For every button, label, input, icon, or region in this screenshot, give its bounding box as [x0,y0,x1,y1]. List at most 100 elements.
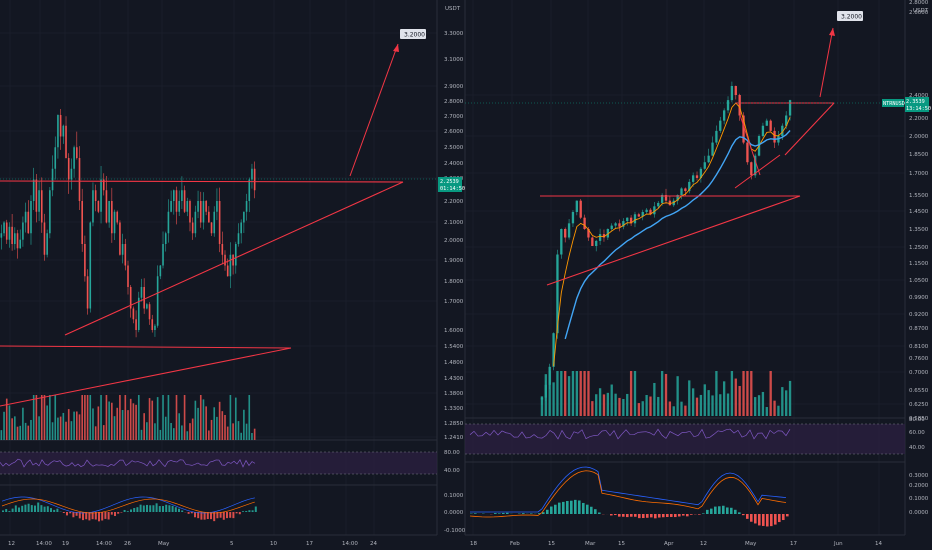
left-macd-histogram-bar [139,504,142,512]
left-candles [0,109,256,338]
right-candle-volume-bar [614,393,617,416]
left-candle-body [100,179,102,212]
right-candle-volume-bar [788,380,792,416]
left-candle-volume-bar [100,395,102,440]
left-candle-volume-bar [111,402,113,440]
left-macd-histogram-bar [117,512,120,514]
left-candle-body [237,233,240,244]
left-candle-body [108,201,110,223]
right-candle-body [637,214,641,217]
left-candle-body [24,211,27,223]
left-candle-volume-bar [27,425,30,440]
left-y-tick: 3.1000 [444,57,464,63]
left-candle-body [251,168,253,180]
right-candle-volume-bar [587,371,590,416]
left-y-tick: 2.8000 [444,99,464,105]
left-y-tick: 1.4800 [444,360,464,366]
left-candle-volume-bar [240,432,242,440]
right-candle-body [726,100,730,111]
right-candle-volume-bar [761,391,765,416]
right-candle-volume-bar [707,390,710,416]
right-macd-histogram-bar [522,513,525,514]
right-macd-histogram-bar [742,514,745,516]
left-macd-histogram-bar [107,512,110,520]
right-y-tick: 0.6250 [909,402,929,408]
left-macd-histogram-bar [206,512,209,520]
left-candle-body [49,190,51,234]
left-candle-volume-bar [116,407,119,440]
left-candle-body [210,222,213,234]
left-candle-volume-bar [108,401,110,440]
right-macd-histogram-bar [658,514,661,518]
right-macd-histogram-bar [654,514,657,519]
left-candle-volume-bar [81,395,83,440]
right-x-tick: Mar [585,541,596,547]
left-target-text: 3.2000 [404,32,425,39]
right-price-axis: 2.8000 2.6000 2.4000 2.2000 2.0000 1.8500 1.70… [909,0,929,516]
right-candle-volume-bar [657,396,660,416]
right-rsi-tick: 60.00 [909,430,925,436]
right-candle-body [587,229,590,238]
left-candle-volume-bar [49,395,51,440]
right-price-badge: NTRNUSDT 2.3539 13:14:50 [882,97,931,112]
right-x-tick: 12 [700,541,707,547]
right-macd-tick: 0.2000 [909,483,929,489]
left-macd-histogram-bar [94,512,97,520]
right-candle-body [633,214,637,224]
right-candle-volume-bar [548,371,551,416]
right-candle-body [746,142,749,163]
left-y-tick: 2.7000 [444,114,464,120]
right-candle-body [610,225,613,229]
left-macd-tick: 0.1000 [444,493,464,499]
right-candle-volume-bar [773,400,776,416]
right-macd-histogram-bar [710,508,713,514]
right-macd-histogram-bar [506,512,509,514]
right-macd-histogram-bar [758,514,761,526]
right-macd-histogram-bar [686,514,689,517]
left-macd-histogram-bar [248,510,251,512]
left-macd-histogram-bar [242,511,244,512]
left-candle-body [170,201,172,212]
right-macd-histogram-bar [614,514,617,516]
right-macd-histogram-bar [722,505,725,514]
left-candle-volume-bar [191,418,194,440]
left-candle-volume-bar [253,428,256,440]
left-macd-histogram-bar [120,512,123,513]
left-candle-volume-bar [205,406,207,440]
right-wedge-line [739,114,761,176]
left-candle-volume-bar [175,395,178,440]
left-candle-volume-bar [119,395,121,440]
left-candle-volume-bar [189,423,191,440]
left-candle-volume-bar [19,425,22,440]
right-candle-body [734,86,737,95]
right-macd-histogram-bar [590,506,593,514]
right-candle-body [556,254,559,334]
left-macd-histogram-bar [174,507,177,512]
right-candle-volume-bar [579,371,582,416]
right-target-label: 3.2000 [837,11,863,21]
left-candle-body [229,254,232,277]
left-candle-volume-bar [3,411,5,440]
right-macd-histogram-bar [746,514,749,519]
right-projection-arrowhead [829,28,835,36]
right-x-tick: May [745,541,757,547]
right-y-tick: 0.7600 [909,356,929,362]
left-candle-body [191,222,194,234]
left-candle-body [67,158,70,180]
right-macd-histogram-bar [638,514,641,519]
left-candle-body [92,190,94,223]
right-top-tick: 2.6000 [909,10,929,16]
left-candle-body [124,244,127,266]
right-candle-body [785,115,788,126]
left-candle-body [73,147,75,169]
left-candle-volume-bar [70,421,73,440]
right-candle-volume-bar [711,395,714,416]
left-candle-volume-bar [78,414,81,440]
right-candle-volume-bar [715,371,718,416]
left-candle-body [167,211,170,234]
left-macd-histogram-bar [114,512,116,517]
left-candle-volume-bar [202,399,205,440]
right-macd-histogram-bar [706,509,709,514]
left-candle-volume-bar [97,406,100,440]
left-price-badge-countdown: 01:14:50 [440,186,465,192]
